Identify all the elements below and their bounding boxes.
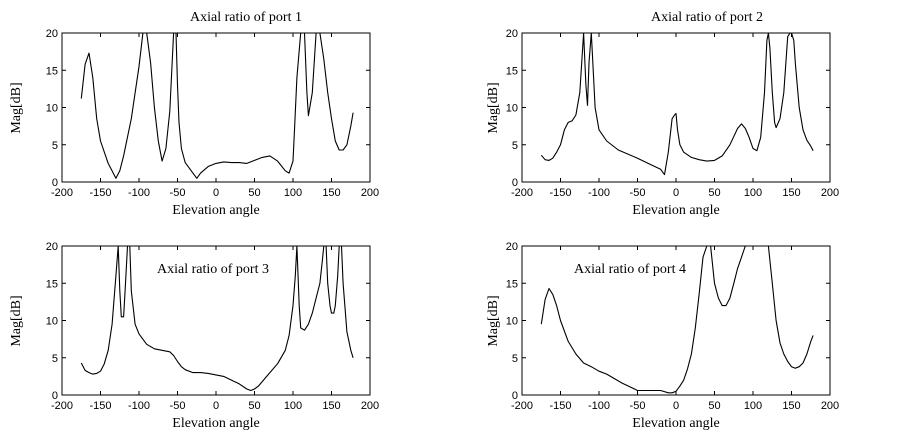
x-tick-label: -150 [549,187,571,199]
y-tick-label: 15 [46,278,58,290]
y-tick-label: 20 [46,28,58,40]
y-axis-label: Mag[dB] [9,295,24,346]
x-axis-label: Elevation angle [172,203,259,218]
x-tick-label: 150 [782,400,800,412]
chart-title: Axial ratio of port 2 [651,10,763,25]
x-tick-label: -50 [170,400,186,412]
y-tick-label: 5 [52,353,58,365]
chart-title: Axial ratio of port 4 [574,262,686,277]
axial-ratio-line [80,33,354,179]
y-tick-label: 20 [46,241,58,253]
x-axis-label: Elevation angle [632,203,719,218]
x-tick-label: -100 [128,400,150,412]
x-tick-label: 0 [213,187,219,199]
x-tick-label: 50 [248,400,260,412]
x-tick-label: 100 [284,187,302,199]
x-tick-label: 0 [673,187,679,199]
x-axis-label: Elevation angle [172,416,259,431]
x-tick-label: -200 [51,400,73,412]
y-axis-label: Mag[dB] [486,82,501,133]
x-tick-label: 0 [213,400,219,412]
panel-port-4: -200 -150 -100 -50 0 50 100 150 200 0 5 10 15 20 Axial… [486,241,839,431]
x-tick-label: -150 [89,187,111,199]
axial-ratio-line [540,33,814,176]
x-tick-label: 50 [708,400,720,412]
panel-port-1: -200 -150 -100 -50 0 50 100 150 200 0 5 10 15 20 Axial… [9,10,379,218]
x-tick-label: 150 [322,187,340,199]
y-tick-label: 15 [506,65,518,77]
chart-title: Axial ratio of port 3 [157,262,269,277]
y-axis-label: Mag[dB] [486,295,501,346]
y-tick-label: 5 [512,140,518,152]
y-tick-label: 10 [46,316,58,328]
x-tick-label: 200 [361,400,379,412]
x-tick-label: 150 [782,187,800,199]
y-tick-label: 20 [506,28,518,40]
panel-port-3: -200 -150 -100 -50 0 50 100 150 200 0 5 10 15 20 Axial… [9,241,379,431]
x-tick-label: 100 [284,400,302,412]
plot-frame [61,32,371,183]
y-tick-label: 0 [52,390,58,402]
x-tick-label: -200 [511,187,533,199]
plot-frame [521,32,831,183]
x-tick-label: -100 [588,400,610,412]
x-tick-label: 150 [322,400,340,412]
x-tick-label: 200 [821,187,839,199]
y-axis-label: Mag[dB] [9,82,24,133]
x-tick-label: -150 [89,400,111,412]
x-tick-label: -50 [170,187,186,199]
x-tick-label: 50 [248,187,260,199]
y-tick-label: 5 [512,353,518,365]
y-tick-label: 5 [52,140,58,152]
x-tick-label: -100 [588,187,610,199]
y-tick-label: 0 [52,177,58,189]
y-tick-label: 10 [506,103,518,115]
y-tick-label: 15 [46,65,58,77]
x-tick-label: -150 [549,400,571,412]
x-tick-label: 100 [744,400,762,412]
x-tick-label: -200 [511,400,533,412]
x-axis-label: Elevation angle [632,416,719,431]
axial-ratio-line [540,246,814,394]
y-tick-label: 10 [46,103,58,115]
y-tick-label: 10 [506,316,518,328]
y-tick-label: 0 [512,177,518,189]
chart-title: Axial ratio of port 1 [190,10,302,25]
x-tick-label: 50 [708,187,720,199]
y-tick-label: 20 [506,241,518,253]
y-tick-label: 15 [506,278,518,290]
panel-port-2: -200 -150 -100 -50 0 50 100 150 200 0 5 10 15 20 Axial… [486,10,839,218]
y-tick-label: 0 [512,390,518,402]
x-tick-label: -50 [630,400,646,412]
x-tick-label: -100 [128,187,150,199]
x-tick-label: -50 [630,187,646,199]
x-tick-label: 0 [673,400,679,412]
axial-ratio-line [80,246,354,392]
x-tick-label: -200 [51,187,73,199]
x-tick-label: 200 [361,187,379,199]
x-tick-label: 200 [821,400,839,412]
x-tick-label: 100 [744,187,762,199]
